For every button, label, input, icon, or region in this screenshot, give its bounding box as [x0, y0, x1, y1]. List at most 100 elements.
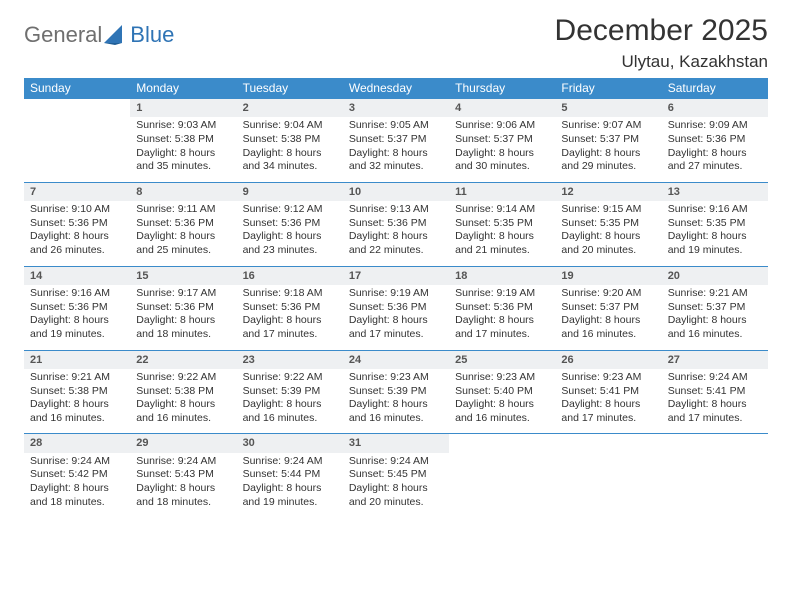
calendar-day-cell: 26Sunrise: 9:23 AM Sunset: 5:41 PM Dayli…: [555, 350, 661, 434]
weekday-header: Wednesday: [343, 78, 449, 99]
day-number: 13: [662, 183, 768, 201]
weekday-header: Tuesday: [237, 78, 343, 99]
day-body: Sunrise: 9:07 AM Sunset: 5:37 PM Dayligh…: [555, 117, 661, 182]
calendar-day-cell: 7Sunrise: 9:10 AM Sunset: 5:36 PM Daylig…: [24, 182, 130, 266]
calendar-body: 1Sunrise: 9:03 AM Sunset: 5:38 PM Daylig…: [24, 99, 768, 518]
day-body: Sunrise: 9:19 AM Sunset: 5:36 PM Dayligh…: [449, 285, 555, 350]
calendar-header-row: Sunday Monday Tuesday Wednesday Thursday…: [24, 78, 768, 99]
calendar-day-cell: 30Sunrise: 9:24 AM Sunset: 5:44 PM Dayli…: [237, 434, 343, 517]
day-number: 10: [343, 183, 449, 201]
day-body: Sunrise: 9:24 AM Sunset: 5:44 PM Dayligh…: [237, 453, 343, 518]
day-number: 16: [237, 267, 343, 285]
day-body: Sunrise: 9:21 AM Sunset: 5:38 PM Dayligh…: [24, 369, 130, 434]
day-body: Sunrise: 9:20 AM Sunset: 5:37 PM Dayligh…: [555, 285, 661, 350]
weekday-header: Monday: [130, 78, 236, 99]
day-number: 25: [449, 351, 555, 369]
calendar-day-cell: 16Sunrise: 9:18 AM Sunset: 5:36 PM Dayli…: [237, 266, 343, 350]
calendar-day-cell: 5Sunrise: 9:07 AM Sunset: 5:37 PM Daylig…: [555, 99, 661, 183]
calendar-day-cell: 21Sunrise: 9:21 AM Sunset: 5:38 PM Dayli…: [24, 350, 130, 434]
calendar-day-cell: 13Sunrise: 9:16 AM Sunset: 5:35 PM Dayli…: [662, 182, 768, 266]
day-body: Sunrise: 9:17 AM Sunset: 5:36 PM Dayligh…: [130, 285, 236, 350]
day-number: 2: [237, 99, 343, 117]
calendar-day-cell: 6Sunrise: 9:09 AM Sunset: 5:36 PM Daylig…: [662, 99, 768, 183]
day-body: Sunrise: 9:03 AM Sunset: 5:38 PM Dayligh…: [130, 117, 236, 182]
day-body: Sunrise: 9:06 AM Sunset: 5:37 PM Dayligh…: [449, 117, 555, 182]
calendar-day-cell: [449, 434, 555, 517]
day-body: Sunrise: 9:23 AM Sunset: 5:39 PM Dayligh…: [343, 369, 449, 434]
day-number: 22: [130, 351, 236, 369]
calendar-week-row: 1Sunrise: 9:03 AM Sunset: 5:38 PM Daylig…: [24, 99, 768, 183]
brand-part2: Blue: [130, 22, 174, 48]
day-body: Sunrise: 9:16 AM Sunset: 5:36 PM Dayligh…: [24, 285, 130, 350]
day-body: Sunrise: 9:22 AM Sunset: 5:39 PM Dayligh…: [237, 369, 343, 434]
brand-part1: General: [24, 22, 102, 48]
day-number: 14: [24, 267, 130, 285]
calendar-day-cell: 18Sunrise: 9:19 AM Sunset: 5:36 PM Dayli…: [449, 266, 555, 350]
calendar-day-cell: 28Sunrise: 9:24 AM Sunset: 5:42 PM Dayli…: [24, 434, 130, 517]
calendar-day-cell: 10Sunrise: 9:13 AM Sunset: 5:36 PM Dayli…: [343, 182, 449, 266]
day-number: 19: [555, 267, 661, 285]
day-body: Sunrise: 9:11 AM Sunset: 5:36 PM Dayligh…: [130, 201, 236, 266]
calendar-week-row: 28Sunrise: 9:24 AM Sunset: 5:42 PM Dayli…: [24, 434, 768, 517]
topbar: General Blue December 2025 Ulytau, Kazak…: [24, 16, 768, 72]
day-body: Sunrise: 9:13 AM Sunset: 5:36 PM Dayligh…: [343, 201, 449, 266]
day-number: 15: [130, 267, 236, 285]
calendar-day-cell: 12Sunrise: 9:15 AM Sunset: 5:35 PM Dayli…: [555, 182, 661, 266]
calendar-day-cell: [24, 99, 130, 183]
calendar-day-cell: 1Sunrise: 9:03 AM Sunset: 5:38 PM Daylig…: [130, 99, 236, 183]
day-number: 30: [237, 434, 343, 452]
calendar-day-cell: 9Sunrise: 9:12 AM Sunset: 5:36 PM Daylig…: [237, 182, 343, 266]
day-number: 21: [24, 351, 130, 369]
day-body: Sunrise: 9:18 AM Sunset: 5:36 PM Dayligh…: [237, 285, 343, 350]
day-number: 9: [237, 183, 343, 201]
day-body: Sunrise: 9:14 AM Sunset: 5:35 PM Dayligh…: [449, 201, 555, 266]
calendar-day-cell: 11Sunrise: 9:14 AM Sunset: 5:35 PM Dayli…: [449, 182, 555, 266]
calendar-day-cell: 20Sunrise: 9:21 AM Sunset: 5:37 PM Dayli…: [662, 266, 768, 350]
calendar-day-cell: 2Sunrise: 9:04 AM Sunset: 5:38 PM Daylig…: [237, 99, 343, 183]
calendar-day-cell: 31Sunrise: 9:24 AM Sunset: 5:45 PM Dayli…: [343, 434, 449, 517]
day-number: 8: [130, 183, 236, 201]
calendar-day-cell: 25Sunrise: 9:23 AM Sunset: 5:40 PM Dayli…: [449, 350, 555, 434]
weekday-header: Friday: [555, 78, 661, 99]
month-title: December 2025: [555, 16, 768, 46]
calendar-table: Sunday Monday Tuesday Wednesday Thursday…: [24, 78, 768, 517]
day-number: 1: [130, 99, 236, 117]
calendar-week-row: 7Sunrise: 9:10 AM Sunset: 5:36 PM Daylig…: [24, 182, 768, 266]
calendar-day-cell: 22Sunrise: 9:22 AM Sunset: 5:38 PM Dayli…: [130, 350, 236, 434]
day-body: Sunrise: 9:05 AM Sunset: 5:37 PM Dayligh…: [343, 117, 449, 182]
day-body: Sunrise: 9:21 AM Sunset: 5:37 PM Dayligh…: [662, 285, 768, 350]
day-body: Sunrise: 9:15 AM Sunset: 5:35 PM Dayligh…: [555, 201, 661, 266]
day-number: 23: [237, 351, 343, 369]
day-body: Sunrise: 9:23 AM Sunset: 5:40 PM Dayligh…: [449, 369, 555, 434]
day-number: 29: [130, 434, 236, 452]
day-number: 3: [343, 99, 449, 117]
day-body: Sunrise: 9:24 AM Sunset: 5:43 PM Dayligh…: [130, 453, 236, 518]
calendar-day-cell: 17Sunrise: 9:19 AM Sunset: 5:36 PM Dayli…: [343, 266, 449, 350]
calendar-day-cell: [555, 434, 661, 517]
day-number: 11: [449, 183, 555, 201]
calendar-day-cell: 14Sunrise: 9:16 AM Sunset: 5:36 PM Dayli…: [24, 266, 130, 350]
calendar-day-cell: 29Sunrise: 9:24 AM Sunset: 5:43 PM Dayli…: [130, 434, 236, 517]
day-number: 28: [24, 434, 130, 452]
calendar-day-cell: 23Sunrise: 9:22 AM Sunset: 5:39 PM Dayli…: [237, 350, 343, 434]
calendar-day-cell: 27Sunrise: 9:24 AM Sunset: 5:41 PM Dayli…: [662, 350, 768, 434]
day-number: 24: [343, 351, 449, 369]
day-body: Sunrise: 9:10 AM Sunset: 5:36 PM Dayligh…: [24, 201, 130, 266]
calendar-day-cell: 4Sunrise: 9:06 AM Sunset: 5:37 PM Daylig…: [449, 99, 555, 183]
day-number: 5: [555, 99, 661, 117]
day-number: 27: [662, 351, 768, 369]
day-body: Sunrise: 9:09 AM Sunset: 5:36 PM Dayligh…: [662, 117, 768, 182]
weekday-header: Sunday: [24, 78, 130, 99]
calendar-day-cell: 15Sunrise: 9:17 AM Sunset: 5:36 PM Dayli…: [130, 266, 236, 350]
calendar-week-row: 21Sunrise: 9:21 AM Sunset: 5:38 PM Dayli…: [24, 350, 768, 434]
day-body: Sunrise: 9:04 AM Sunset: 5:38 PM Dayligh…: [237, 117, 343, 182]
day-body: Sunrise: 9:22 AM Sunset: 5:38 PM Dayligh…: [130, 369, 236, 434]
day-body: Sunrise: 9:24 AM Sunset: 5:42 PM Dayligh…: [24, 453, 130, 518]
day-number: 6: [662, 99, 768, 117]
day-body: Sunrise: 9:12 AM Sunset: 5:36 PM Dayligh…: [237, 201, 343, 266]
day-number: 12: [555, 183, 661, 201]
day-body: Sunrise: 9:24 AM Sunset: 5:41 PM Dayligh…: [662, 369, 768, 434]
calendar-day-cell: 24Sunrise: 9:23 AM Sunset: 5:39 PM Dayli…: [343, 350, 449, 434]
day-body: Sunrise: 9:24 AM Sunset: 5:45 PM Dayligh…: [343, 453, 449, 518]
day-body: Sunrise: 9:23 AM Sunset: 5:41 PM Dayligh…: [555, 369, 661, 434]
